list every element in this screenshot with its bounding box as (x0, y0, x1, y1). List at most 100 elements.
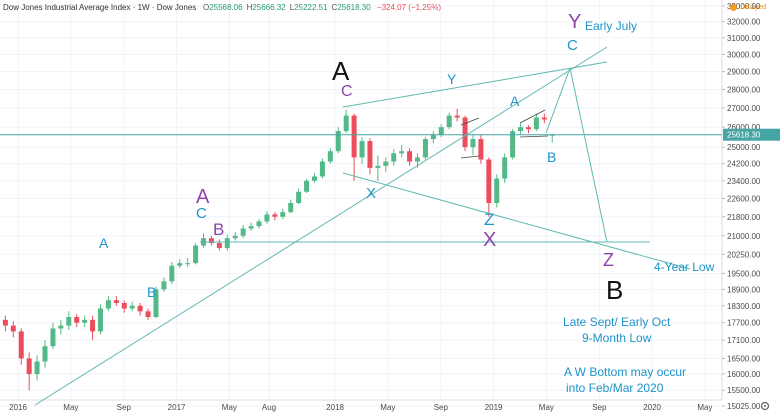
wedge-line (460, 117, 480, 126)
candle-body (502, 157, 508, 179)
y-tick-label: 23400.00 (727, 177, 761, 186)
candle-body (319, 161, 325, 177)
candle-body (296, 191, 302, 203)
y-tick-label: 17100.00 (727, 336, 761, 345)
candle-body (153, 289, 159, 317)
ohlc-value: 25568.06 (209, 3, 243, 12)
trend-lines (34, 46, 691, 406)
candle-body (280, 212, 286, 217)
annotation: C (567, 37, 578, 54)
candle-body (216, 243, 222, 249)
candle-body (66, 316, 72, 326)
ohlc-value: 25618.30 (337, 3, 371, 12)
y-tick-label: 29000.00 (727, 68, 761, 77)
trend-line (545, 67, 571, 134)
annotation: Early July (585, 19, 637, 33)
candle-body (137, 305, 143, 312)
candle-body (541, 117, 547, 120)
x-tick-label: Aug (262, 403, 276, 412)
x-tick-label: May (63, 403, 78, 412)
candle-body (248, 226, 254, 229)
annotation: B (147, 284, 156, 300)
candle-body (90, 319, 96, 332)
candle-body (367, 141, 373, 168)
candle-body (2, 319, 8, 326)
candle-body (311, 176, 317, 181)
candle-body (462, 117, 468, 148)
x-tick-label: Sep (434, 403, 449, 412)
chart-header: Dow Jones Industrial Average Index · 1W … (3, 3, 441, 12)
ohlc-value: 25222.51 (294, 3, 328, 12)
candle-body (74, 316, 80, 323)
x-tick-label: 2017 (168, 403, 186, 412)
annotation: Y (447, 71, 457, 87)
candle-body (399, 151, 405, 154)
ohlc-key: C (331, 3, 338, 12)
annotation: A (196, 186, 210, 208)
ohlc-key: H (246, 3, 253, 12)
candle-body (161, 281, 167, 290)
candle-body (34, 361, 40, 375)
candle-body (446, 115, 452, 128)
candle-body (232, 235, 238, 239)
annotation: Z (484, 210, 494, 229)
annotation: X (366, 185, 376, 202)
candle-body (304, 180, 310, 192)
x-tick-label: 2018 (326, 403, 344, 412)
candle-body (272, 214, 278, 217)
candle-body (224, 238, 230, 249)
x-tick-label: May (380, 403, 395, 412)
candle-body (185, 263, 191, 265)
candle-body (193, 245, 199, 264)
y-tick-label: 18300.00 (727, 302, 761, 311)
annotation: A (332, 56, 350, 86)
candle-body (82, 319, 88, 323)
candle-body (58, 325, 64, 329)
delayed-badge[interactable]: Delayed (730, 4, 766, 11)
candle-body (335, 131, 341, 152)
candle-body (18, 331, 24, 359)
annotation: B (213, 220, 224, 239)
annotation: X (483, 229, 496, 251)
y-tick-label: 20250.00 (727, 250, 761, 259)
y-tick-label: 15500.00 (727, 386, 761, 395)
candle-body (129, 305, 135, 309)
candle-body (470, 139, 476, 148)
y-tick-label: 25000.00 (727, 143, 761, 152)
candle-body (438, 127, 444, 136)
candle-body (26, 358, 32, 375)
candle-body (343, 115, 349, 132)
settings-icon[interactable] (760, 401, 770, 411)
annotation: C (196, 205, 207, 222)
x-tick-label: May (222, 403, 237, 412)
x-tick-label: May (697, 403, 712, 412)
candle-body (113, 300, 119, 303)
x-tick-label: 2020 (643, 403, 661, 412)
candle-body (454, 115, 460, 118)
x-tick-label: May (539, 403, 554, 412)
candle-body (145, 311, 151, 317)
last-price-label: 25618.30 (727, 131, 761, 140)
y-tick-label: 27000.00 (727, 104, 761, 113)
y-tick-label: 32000.00 (727, 18, 761, 27)
y-tick-label: 22600.00 (727, 194, 761, 203)
ohlc-key: O (202, 3, 210, 12)
candle-body (486, 159, 492, 203)
candle-body (121, 302, 127, 309)
candle-body (510, 131, 516, 158)
x-tick-label: Sep (117, 403, 132, 412)
candle-body (383, 161, 389, 166)
candle-body (359, 141, 365, 158)
y-tick-label: 15025.00 (727, 402, 761, 411)
y-tick-label: 26000.00 (727, 123, 761, 132)
candle-body (288, 202, 294, 213)
annotation: A (510, 93, 520, 109)
candle-body (407, 151, 413, 162)
annotation: B (606, 275, 623, 305)
y-tick-label: 33000.00 (727, 2, 761, 11)
ohlc-key: L (289, 3, 295, 12)
annotation: into Feb/Mar 2020 (566, 381, 664, 395)
annotation: B (547, 149, 556, 165)
candle-body (430, 135, 436, 140)
